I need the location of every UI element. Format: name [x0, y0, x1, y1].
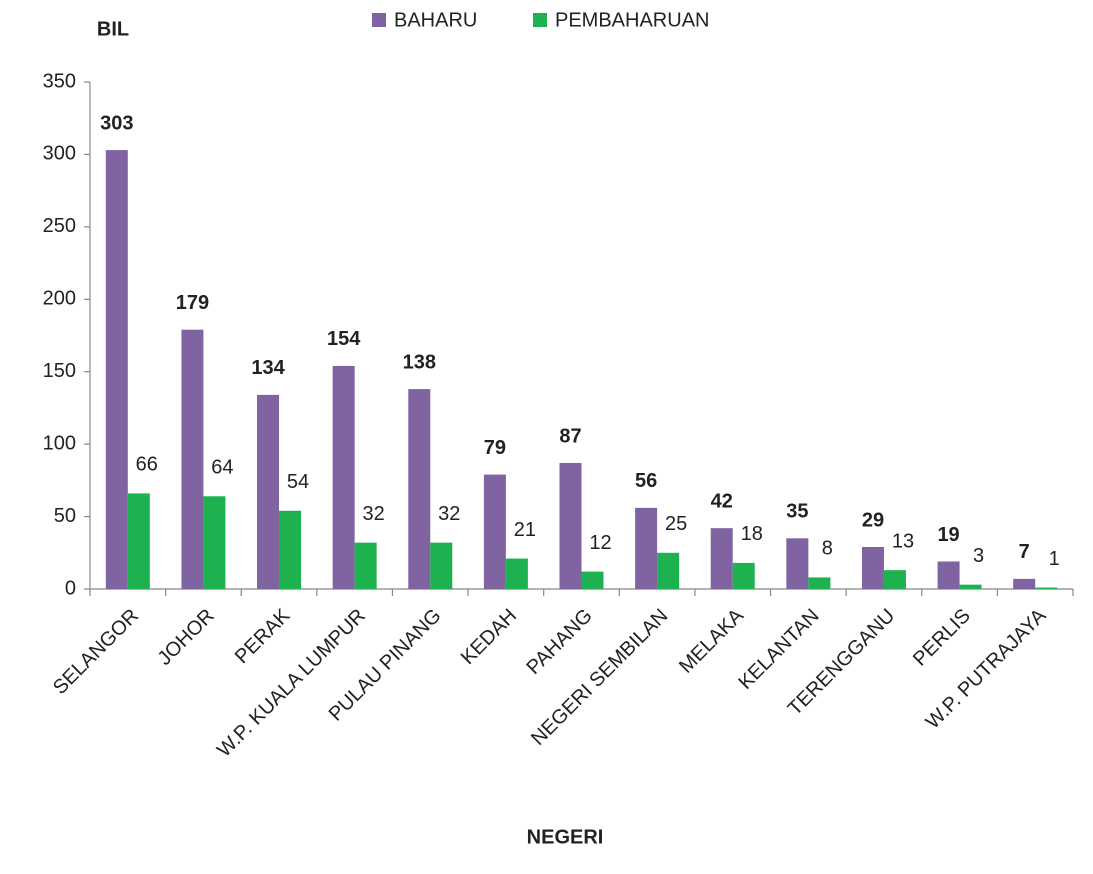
bar — [581, 571, 604, 589]
x-tick-label: KEDAH — [457, 605, 521, 669]
bar — [408, 389, 431, 589]
bar — [483, 474, 506, 589]
bar — [808, 577, 831, 589]
data-label: 21 — [514, 519, 536, 541]
data-label: 179 — [176, 292, 209, 314]
bar — [710, 528, 733, 589]
legend-swatch — [372, 13, 386, 27]
bar — [127, 493, 150, 589]
data-label: 154 — [327, 328, 361, 350]
bar — [279, 510, 302, 589]
bar — [1035, 587, 1058, 589]
data-label: 7 — [1019, 541, 1030, 563]
data-label: 32 — [438, 503, 460, 525]
x-tick-label: SELANGOR — [49, 605, 143, 699]
x-tick-label: PAHANG — [523, 605, 597, 679]
legend-label: PEMBAHARUAN — [555, 9, 709, 31]
bar — [105, 150, 128, 589]
bar — [181, 329, 204, 589]
x-tick-label: W.P. KUALA LUMPUR — [213, 605, 370, 762]
data-label: 87 — [559, 425, 581, 447]
data-label: 29 — [862, 509, 884, 531]
data-label: 3 — [973, 545, 984, 567]
x-tick-label: NEGERI SEMBILAN — [527, 605, 672, 750]
bar — [732, 562, 755, 589]
data-label: 66 — [136, 454, 158, 476]
data-label: 13 — [892, 530, 914, 552]
data-label: 56 — [635, 470, 657, 492]
bar — [1013, 578, 1036, 589]
bar — [203, 496, 226, 589]
data-label: 138 — [403, 351, 436, 373]
data-label: 35 — [786, 501, 808, 523]
data-label: 12 — [589, 532, 611, 554]
data-label: 25 — [665, 513, 687, 535]
data-label: 18 — [741, 523, 763, 545]
data-label: 42 — [711, 490, 733, 512]
bar — [657, 552, 680, 589]
y-tick-label: 50 — [54, 505, 76, 527]
y-tick-label: 0 — [65, 577, 76, 599]
y-tick-label: 350 — [43, 70, 76, 92]
bar — [786, 538, 809, 589]
data-label: 1 — [1049, 548, 1060, 570]
y-tick-label: 250 — [43, 215, 76, 237]
y-tick-label: 150 — [43, 360, 76, 382]
data-label: 19 — [937, 524, 959, 546]
y-tick-label: 300 — [43, 143, 76, 165]
y-tick-label: 200 — [43, 288, 76, 310]
x-tick-label: PERLIS — [909, 605, 975, 671]
bar — [635, 507, 658, 589]
bar — [959, 584, 982, 589]
x-axis-label: NEGERI — [527, 826, 604, 848]
x-tick-label: JOHOR — [154, 605, 219, 670]
x-tick-label: MELAKA — [675, 604, 748, 677]
bar — [354, 542, 377, 589]
data-label: 134 — [251, 357, 285, 379]
y-tick-label: 100 — [43, 432, 76, 454]
y-axis-label: BIL — [97, 18, 129, 40]
bar — [332, 365, 355, 589]
legend-swatch — [533, 13, 547, 27]
bar — [883, 570, 906, 589]
data-label: 79 — [484, 437, 506, 459]
bar — [505, 558, 528, 589]
data-label: 54 — [287, 471, 309, 493]
data-label: 64 — [211, 457, 233, 479]
data-label: 303 — [100, 112, 133, 134]
legend-label: BAHARU — [394, 9, 477, 31]
bar — [937, 561, 960, 589]
data-label: 8 — [822, 538, 833, 560]
data-label: 32 — [363, 503, 385, 525]
x-tick-label: PERAK — [231, 604, 295, 668]
bar — [257, 394, 280, 589]
bar — [861, 546, 884, 589]
bar — [559, 462, 582, 589]
bar — [430, 542, 453, 589]
